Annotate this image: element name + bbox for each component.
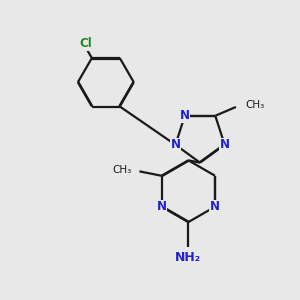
- Text: N: N: [220, 138, 230, 151]
- Text: N: N: [170, 138, 180, 151]
- Text: N: N: [157, 200, 166, 213]
- Text: N: N: [180, 109, 190, 122]
- Text: NH₂: NH₂: [175, 251, 201, 264]
- Text: CH₃: CH₃: [113, 165, 132, 175]
- Text: Cl: Cl: [79, 37, 92, 50]
- Text: N: N: [210, 200, 220, 213]
- Text: CH₃: CH₃: [245, 100, 265, 110]
